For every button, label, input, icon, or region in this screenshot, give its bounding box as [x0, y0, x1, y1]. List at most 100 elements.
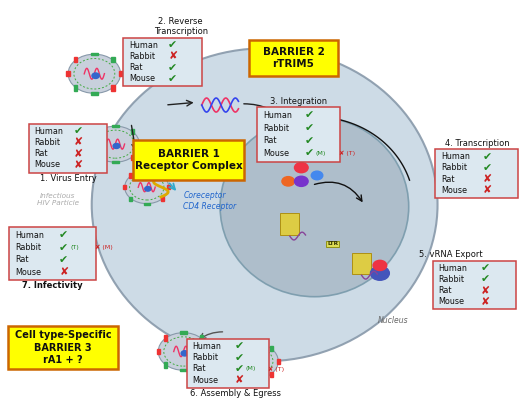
Circle shape	[295, 176, 308, 186]
Text: ✔: ✔	[74, 126, 83, 136]
Text: ✔: ✔	[59, 230, 68, 240]
Bar	[111, 57, 115, 62]
FancyBboxPatch shape	[123, 38, 202, 86]
Text: ✔: ✔	[305, 136, 314, 146]
Text: Cell type-Specific
BARRIER 3
rA1 + ?: Cell type-Specific BARRIER 3 rA1 + ?	[15, 330, 111, 365]
Bar	[251, 342, 258, 344]
Bar	[111, 85, 115, 90]
Circle shape	[282, 177, 295, 186]
Bar	[157, 349, 160, 354]
Text: Human: Human	[192, 342, 221, 351]
Text: 2. Reverse
Transcription: 2. Reverse Transcription	[154, 17, 208, 36]
FancyBboxPatch shape	[436, 149, 518, 198]
Bar	[144, 202, 150, 205]
Text: Mouse: Mouse	[441, 186, 467, 195]
Circle shape	[181, 351, 188, 356]
Text: ✔: ✔	[480, 263, 489, 273]
FancyBboxPatch shape	[433, 260, 516, 310]
Circle shape	[312, 171, 323, 180]
Text: 3. Integration: 3. Integration	[270, 97, 327, 106]
Bar	[91, 53, 98, 56]
Text: Rat: Rat	[15, 255, 29, 264]
Circle shape	[145, 186, 151, 191]
Text: 5. vRNA Export: 5. vRNA Export	[419, 250, 483, 259]
Circle shape	[92, 73, 99, 78]
Circle shape	[252, 360, 259, 366]
Bar	[144, 170, 150, 172]
Text: 6. Assembly & Egress: 6. Assembly & Egress	[190, 389, 281, 398]
Text: ✔: ✔	[59, 242, 68, 252]
Text: ✘ (T): ✘ (T)	[268, 366, 285, 372]
Bar	[119, 71, 122, 76]
Bar	[207, 349, 210, 354]
Text: Rabbit: Rabbit	[192, 353, 218, 362]
Bar	[164, 362, 167, 368]
Bar	[131, 154, 134, 160]
Text: ✔: ✔	[234, 341, 243, 351]
Bar	[161, 197, 164, 201]
Bar	[97, 154, 99, 160]
Bar	[270, 346, 273, 351]
Text: Human: Human	[129, 41, 158, 50]
Text: ✔: ✔	[168, 74, 177, 84]
Text: BARRIER 2
rTRIM5: BARRIER 2 rTRIM5	[262, 47, 324, 69]
Ellipse shape	[92, 48, 438, 361]
Bar	[74, 85, 77, 90]
Text: ✘: ✘	[74, 149, 83, 159]
Ellipse shape	[220, 117, 409, 297]
Text: ✘ (M): ✘ (M)	[95, 245, 112, 250]
Text: Mouse: Mouse	[129, 74, 155, 83]
FancyBboxPatch shape	[249, 40, 338, 76]
Text: ✔: ✔	[168, 63, 177, 73]
Text: Mouse: Mouse	[192, 376, 218, 384]
Text: Human: Human	[263, 111, 292, 120]
Text: ✔: ✔	[234, 352, 243, 362]
Text: ✘: ✘	[168, 51, 177, 61]
Text: Rabbit: Rabbit	[35, 138, 61, 147]
Text: Rat: Rat	[439, 286, 452, 295]
Bar	[277, 359, 280, 364]
Bar	[229, 359, 232, 364]
Text: ✔: ✔	[234, 364, 243, 374]
Bar	[138, 142, 141, 147]
Text: (M): (M)	[245, 366, 256, 371]
Circle shape	[113, 144, 120, 148]
Text: ✔: ✔	[483, 152, 492, 162]
Text: 7. Infectivity: 7. Infectivity	[22, 281, 83, 290]
Circle shape	[371, 266, 389, 280]
Bar	[129, 173, 133, 178]
Text: ✘: ✘	[59, 267, 68, 277]
Text: Mouse: Mouse	[35, 160, 61, 170]
Circle shape	[158, 333, 209, 370]
Bar	[67, 71, 70, 76]
Circle shape	[68, 54, 120, 93]
Text: ✔: ✔	[480, 274, 489, 284]
Text: 4. Transcription: 4. Transcription	[445, 139, 509, 148]
Bar	[200, 335, 203, 340]
Text: ✘: ✘	[74, 138, 83, 148]
Text: LTR: LTR	[327, 242, 338, 246]
Text: Mouse: Mouse	[439, 297, 465, 306]
Circle shape	[125, 171, 169, 204]
Text: ✔: ✔	[305, 123, 314, 133]
Bar	[251, 378, 258, 380]
Text: Rabbit: Rabbit	[129, 52, 155, 61]
Bar	[200, 362, 203, 368]
FancyBboxPatch shape	[257, 107, 340, 162]
Text: ✘: ✘	[74, 160, 83, 170]
Text: ✘: ✘	[483, 174, 492, 184]
Text: Nucleus: Nucleus	[378, 316, 408, 325]
Bar	[167, 185, 170, 190]
Bar	[112, 161, 119, 163]
Circle shape	[230, 343, 278, 379]
Bar	[235, 372, 238, 377]
Text: Mouse: Mouse	[15, 268, 41, 276]
Text: Human: Human	[35, 127, 63, 136]
Text: Mouse: Mouse	[263, 149, 289, 158]
Text: BARRIER 1
Receptor Complex: BARRIER 1 Receptor Complex	[135, 149, 242, 171]
Text: Rat: Rat	[129, 63, 143, 72]
Text: Rabbit: Rabbit	[439, 275, 465, 284]
Text: Human: Human	[441, 152, 470, 161]
Text: Rat: Rat	[35, 149, 48, 158]
Text: Human: Human	[15, 231, 44, 240]
